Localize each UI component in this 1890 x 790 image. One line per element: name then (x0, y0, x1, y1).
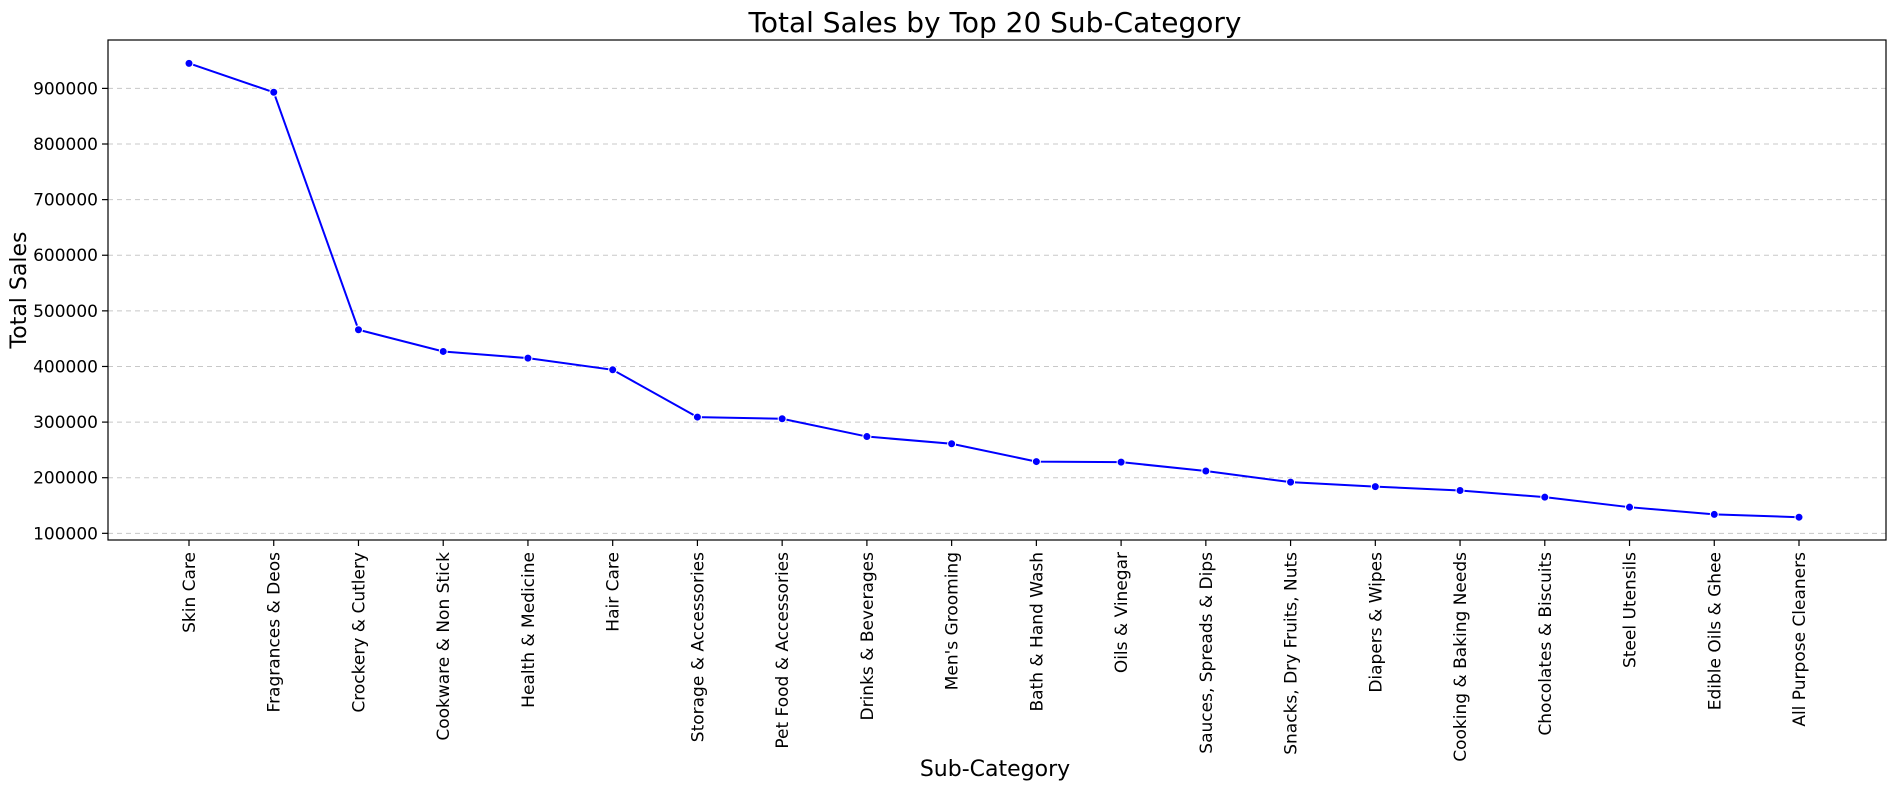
x-tick-label: Crockery & Cutlery (349, 552, 369, 713)
y-tick-label: 100000 (33, 524, 98, 544)
x-tick-label: Oils & Vinegar (1112, 552, 1132, 673)
y-tick-label: 300000 (33, 413, 98, 433)
data-point (1540, 492, 1550, 502)
y-tick-label: 600000 (33, 246, 98, 266)
data-point (1116, 457, 1126, 467)
y-tick-label: 200000 (33, 469, 98, 489)
x-tick-label: Hair Care (604, 552, 624, 632)
y-tick-label: 900000 (33, 79, 98, 99)
chart-title: Total Sales by Top 20 Sub-Category (748, 6, 1242, 39)
y-axis-label: Total Sales (7, 232, 32, 350)
data-point (947, 439, 957, 449)
x-tick-label: Health & Medicine (519, 552, 539, 708)
x-tick-label: Men's Grooming (943, 552, 963, 690)
x-tick-label: Storage & Accessories (688, 552, 708, 742)
plot-frame (107, 39, 1887, 541)
data-point (1286, 477, 1296, 487)
x-axis-label: Sub-Category (920, 757, 1070, 782)
x-tick-label: Cookware & Non Stick (434, 552, 454, 741)
data-point (1455, 486, 1465, 496)
series-total-sales (184, 58, 1804, 522)
data-point (1625, 502, 1635, 512)
data-point (438, 346, 448, 356)
y-tick-label: 400000 (33, 357, 98, 377)
data-point (353, 325, 363, 335)
data-point (862, 432, 872, 442)
data-point (523, 353, 533, 363)
data-point (1201, 466, 1211, 476)
x-tick-label: Bath & Hand Wash (1027, 552, 1047, 712)
y-axis: 100000 200000 300000 400000 500000 600000 7000… (33, 79, 108, 544)
x-tick-label: Snacks, Dry Fruits, Nuts (1282, 552, 1302, 755)
y-tick-label: 700000 (33, 191, 98, 211)
x-axis: Skin Care Fragrances & Deos Crockery & Cut… (180, 540, 1810, 762)
x-tick-label: Edible Oils & Ghee (1705, 552, 1725, 710)
data-point (184, 58, 194, 68)
grid-lines (108, 87, 1886, 534)
data-point (608, 365, 618, 375)
x-tick-label: Skin Care (180, 552, 200, 633)
y-tick-label: 800000 (33, 135, 98, 155)
x-tick-label: Sauces, Spreads & Dips (1197, 552, 1217, 754)
series-line (188, 62, 1800, 519)
data-point (1709, 509, 1719, 519)
x-tick-label: Chocolates & Biscuits (1536, 552, 1556, 736)
x-tick-label: Drinks & Beverages (858, 552, 878, 721)
x-tick-label: Cooking & Baking Needs (1451, 552, 1471, 762)
y-tick-label: 500000 (33, 302, 98, 322)
x-tick-label: All Purpose Cleaners (1790, 552, 1810, 727)
x-tick-label: Pet Food & Accessories (773, 552, 793, 749)
x-tick-label: Diapers & Wipes (1366, 552, 1386, 693)
data-point (269, 87, 279, 97)
data-point (777, 414, 787, 424)
data-point (1794, 512, 1804, 522)
data-point (692, 412, 702, 422)
data-point (1370, 482, 1380, 492)
data-point (1031, 457, 1041, 467)
x-tick-label: Steel Utensils (1621, 552, 1641, 668)
x-tick-label: Fragrances & Deos (265, 552, 285, 713)
